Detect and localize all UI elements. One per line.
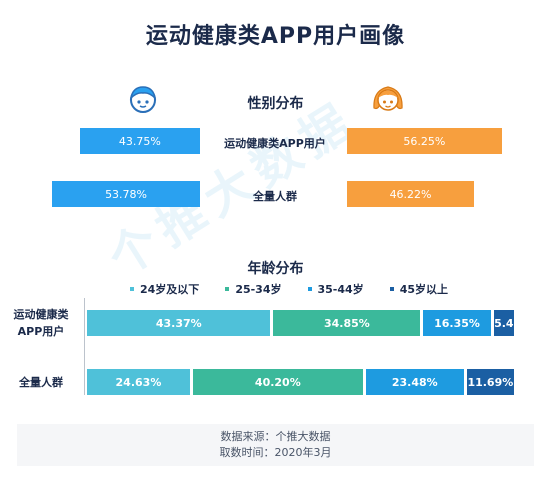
legend-label: 45岁以上 (399, 283, 448, 296)
bar-value: 46.22% (389, 187, 432, 201)
legend-item: 25-34岁 (225, 281, 282, 297)
age-bar-segment: 23.48% (365, 369, 464, 395)
legend-item: 45岁以上 (389, 281, 448, 297)
footer: 数据来源：个推大数据 取数时间：2020年3月 (17, 424, 534, 466)
bar-value: 40.20% (254, 375, 301, 389)
bar-value: 43.37% (155, 316, 202, 330)
bar-value: 56.25% (403, 134, 446, 148)
age-legend: 24岁及以下 25-34岁 35-44岁 45岁以上 (130, 281, 448, 297)
page-title: 运动健康类APP用户画像 (145, 24, 406, 49)
gender-bar-male-app: 43.75% (79, 128, 200, 154)
legend-label: 25-34岁 (235, 283, 282, 296)
age-row-label-line1: 运动健康类 (13, 308, 69, 321)
age-bar-segment: 5.4 (493, 310, 514, 336)
male-icon (125, 84, 161, 118)
age-row-label-line1: 全量人群 (19, 376, 63, 389)
bar-value: 23.48% (391, 375, 438, 389)
legend-label: 24岁及以下 (140, 283, 200, 296)
age-row-label-all: 全量人群 (0, 374, 82, 391)
footer-date: 取数时间：2020年3月 (219, 446, 332, 459)
legend-label: 35-44岁 (317, 283, 364, 296)
legend-item: 24岁及以下 (130, 281, 199, 297)
age-row-label-app: 运动健康类 APP用户 (0, 306, 82, 340)
bar-value: 5.4 (494, 316, 514, 330)
footer-source: 数据来源：个推大数据 (220, 430, 331, 443)
age-row-label-line2: APP用户 (17, 325, 65, 338)
gender-bar-female-app: 56.25% (347, 128, 502, 154)
age-bar-segment: 24.63% (87, 369, 190, 395)
bar-value: 53.78% (105, 187, 148, 201)
age-bar-segment: 40.20% (192, 369, 363, 395)
bar-value: 43.75% (118, 134, 161, 148)
legend-item: 35-44岁 (307, 281, 364, 297)
age-bar-segment: 11.69% (466, 369, 514, 395)
bar-value: 24.63% (115, 375, 162, 389)
gender-row-label-app: 运动健康类APP用户 (224, 137, 326, 150)
age-axis-line (84, 298, 85, 395)
bar-value: 34.85% (323, 316, 370, 330)
bar-value: 11.69% (467, 375, 514, 389)
gender-section-title: 性别分布 (247, 96, 304, 112)
gender-row-label-all: 全量人群 (253, 190, 297, 203)
age-section-title: 年龄分布 (247, 261, 304, 277)
legend-swatch (389, 287, 394, 291)
gender-bar-female-all: 46.22% (347, 181, 475, 207)
bar-value: 16.35% (434, 316, 480, 330)
age-bar-segment: 16.35% (423, 310, 491, 336)
legend-swatch (307, 287, 312, 291)
legend-swatch (130, 287, 134, 291)
legend-swatch (225, 287, 230, 291)
gender-bar-male-all: 53.78% (52, 181, 200, 207)
age-bar-segment: 34.85% (273, 310, 421, 336)
age-bar-segment: 43.37% (87, 310, 271, 336)
female-icon (370, 84, 406, 118)
